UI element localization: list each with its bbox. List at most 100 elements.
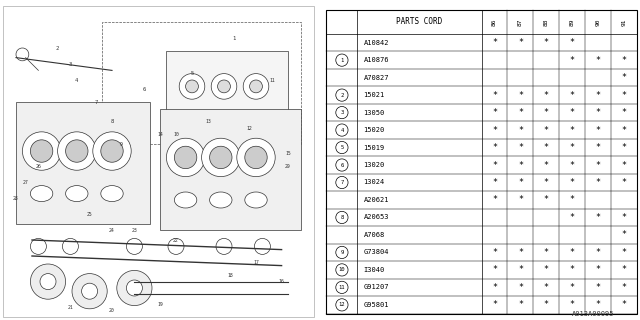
Text: 9: 9: [340, 250, 344, 255]
Text: *: *: [595, 108, 600, 117]
Circle shape: [166, 138, 205, 177]
Ellipse shape: [65, 186, 88, 202]
Text: *: *: [570, 38, 575, 47]
Circle shape: [82, 283, 98, 299]
Ellipse shape: [31, 186, 53, 202]
Text: *: *: [544, 265, 548, 275]
Text: *: *: [570, 161, 575, 170]
Text: 29: 29: [285, 164, 291, 169]
Text: *: *: [570, 108, 575, 117]
Text: *: *: [518, 196, 523, 204]
Text: 87: 87: [518, 18, 523, 26]
Ellipse shape: [101, 186, 123, 202]
Text: *: *: [621, 213, 627, 222]
Text: 6: 6: [142, 87, 146, 92]
Text: *: *: [492, 161, 497, 170]
Bar: [102, 22, 301, 144]
Text: *: *: [518, 38, 523, 47]
Circle shape: [127, 280, 143, 296]
Circle shape: [58, 132, 96, 170]
Text: *: *: [518, 300, 523, 309]
Circle shape: [127, 238, 143, 254]
Circle shape: [179, 74, 205, 99]
Text: I3040: I3040: [364, 267, 385, 273]
Text: 24: 24: [109, 228, 115, 233]
Text: 7: 7: [94, 100, 98, 105]
Text: *: *: [518, 91, 523, 100]
Text: 10: 10: [173, 132, 179, 137]
Circle shape: [336, 281, 348, 293]
Text: G73804: G73804: [364, 249, 389, 255]
Circle shape: [168, 238, 184, 254]
Bar: [16, 102, 150, 224]
Text: 2: 2: [56, 45, 60, 51]
Text: *: *: [544, 300, 548, 309]
Text: *: *: [492, 283, 497, 292]
Text: *: *: [544, 161, 548, 170]
Text: 13050: 13050: [364, 109, 385, 116]
Circle shape: [237, 138, 275, 177]
Text: PARTS CORD: PARTS CORD: [396, 17, 443, 26]
Text: 8: 8: [110, 119, 114, 124]
Circle shape: [22, 132, 61, 170]
Circle shape: [72, 274, 108, 309]
Text: *: *: [544, 283, 548, 292]
Text: *: *: [492, 143, 497, 152]
Text: *: *: [544, 143, 548, 152]
Text: *: *: [518, 143, 523, 152]
Text: 3: 3: [68, 61, 72, 67]
Text: 17: 17: [253, 260, 259, 265]
Text: *: *: [621, 265, 627, 275]
Text: 89: 89: [570, 18, 575, 26]
Text: *: *: [492, 38, 497, 47]
Text: *: *: [621, 143, 627, 152]
Text: 19: 19: [157, 301, 163, 307]
Text: 15: 15: [285, 151, 291, 156]
Text: 13: 13: [205, 119, 211, 124]
Circle shape: [243, 74, 269, 99]
Text: 23: 23: [132, 228, 137, 233]
Text: *: *: [570, 125, 575, 134]
Ellipse shape: [244, 192, 268, 208]
Text: *: *: [595, 213, 600, 222]
Text: A10876: A10876: [364, 57, 389, 63]
Circle shape: [336, 246, 348, 259]
Text: *: *: [570, 213, 575, 222]
Text: *: *: [621, 230, 627, 239]
Circle shape: [336, 54, 348, 66]
Text: 88: 88: [544, 18, 548, 26]
Text: *: *: [621, 56, 627, 65]
Circle shape: [336, 176, 348, 188]
Text: 22: 22: [173, 237, 179, 243]
Circle shape: [336, 299, 348, 311]
Text: 7: 7: [340, 180, 344, 185]
Text: 28: 28: [13, 196, 19, 201]
Circle shape: [336, 107, 348, 119]
Text: 3: 3: [340, 110, 344, 115]
Text: 6: 6: [340, 163, 344, 167]
Text: 5: 5: [190, 71, 194, 76]
Text: *: *: [621, 161, 627, 170]
Text: 5: 5: [340, 145, 344, 150]
Circle shape: [211, 74, 237, 99]
Circle shape: [336, 159, 348, 171]
Circle shape: [186, 80, 198, 93]
Text: *: *: [544, 125, 548, 134]
Text: 21: 21: [68, 305, 73, 310]
Text: *: *: [570, 178, 575, 187]
Circle shape: [40, 274, 56, 290]
Text: *: *: [492, 125, 497, 134]
Text: *: *: [518, 283, 523, 292]
Text: *: *: [621, 283, 627, 292]
Text: A20621: A20621: [364, 197, 389, 203]
Text: 13020: 13020: [364, 162, 385, 168]
Text: 4: 4: [75, 77, 79, 83]
Text: *: *: [518, 265, 523, 275]
Text: *: *: [518, 161, 523, 170]
Text: *: *: [570, 283, 575, 292]
Text: G91207: G91207: [364, 284, 389, 290]
Circle shape: [65, 140, 88, 162]
Text: *: *: [595, 56, 600, 65]
Text: *: *: [621, 125, 627, 134]
Text: 90: 90: [595, 18, 600, 26]
